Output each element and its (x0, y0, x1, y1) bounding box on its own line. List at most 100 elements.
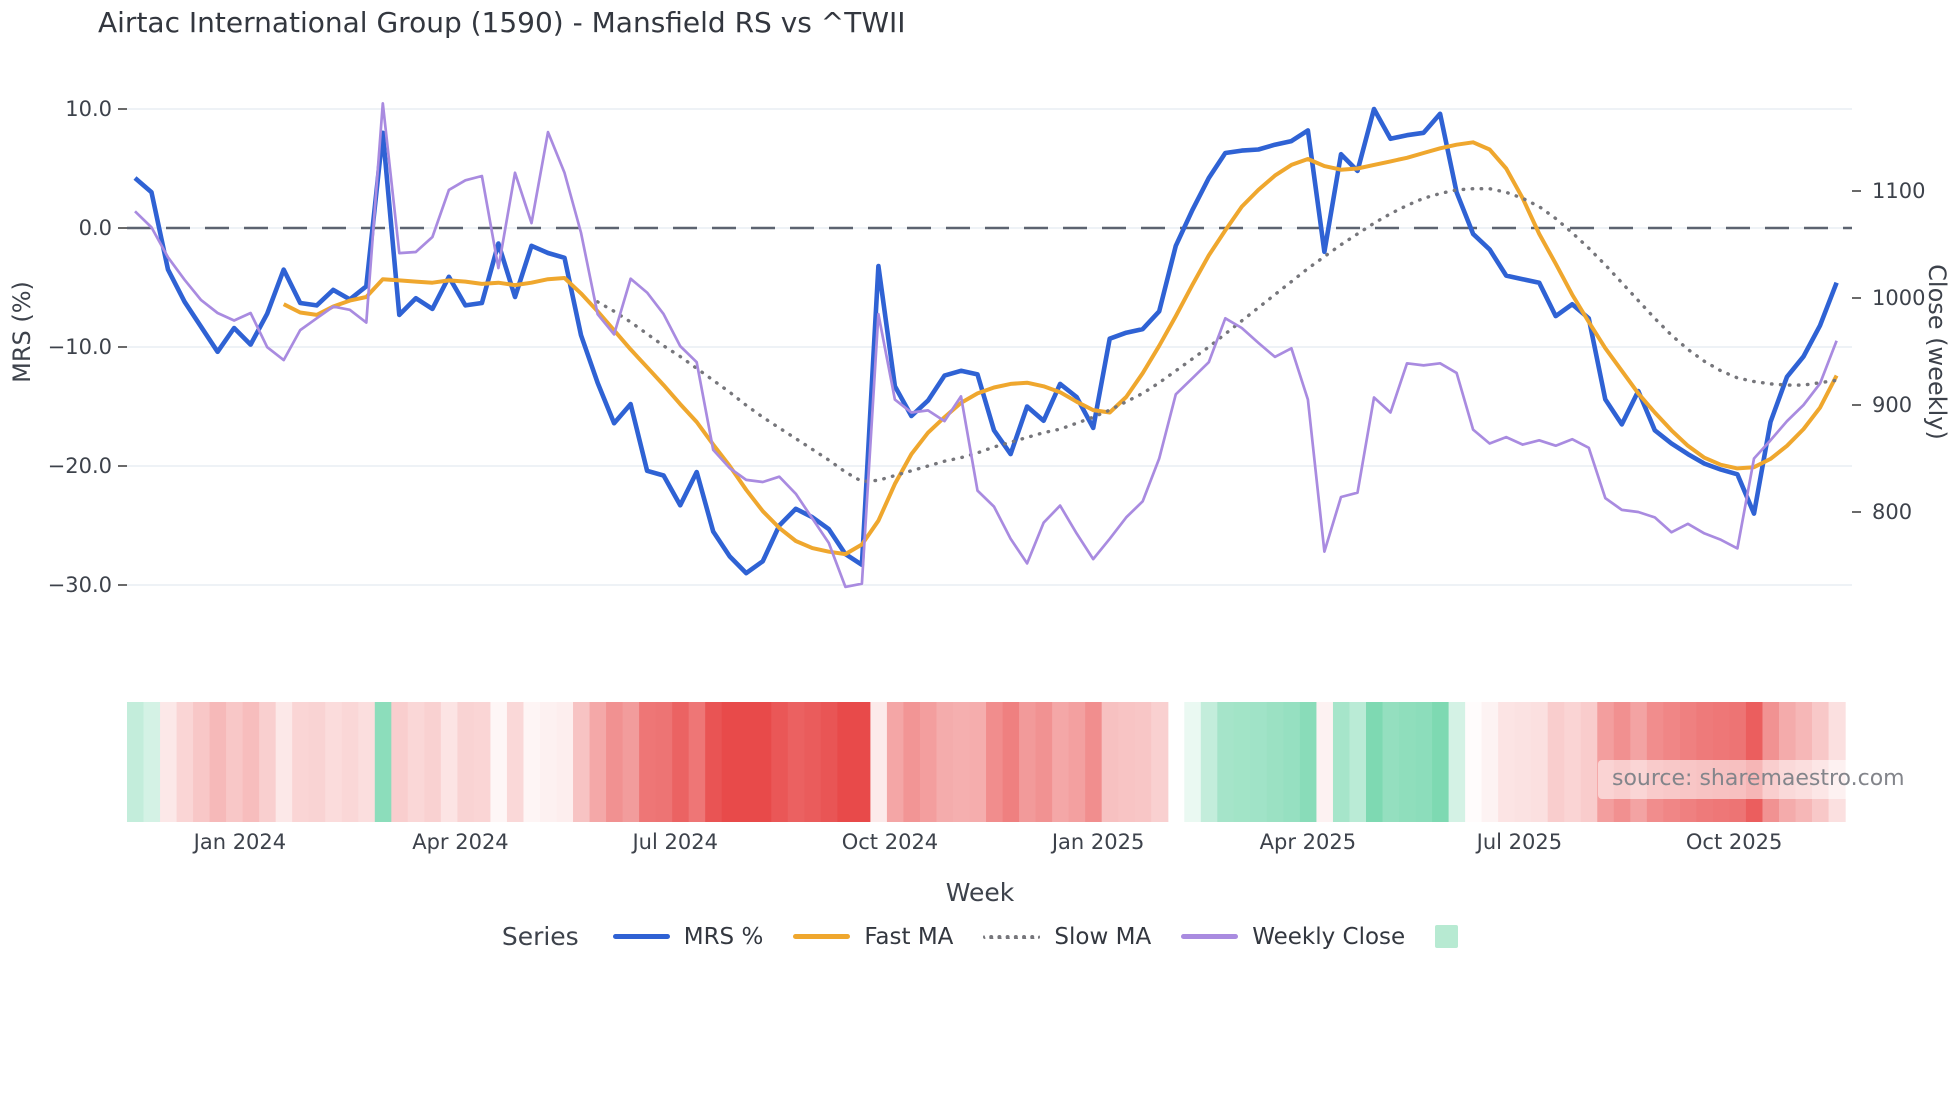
x-axis-label: Week (945, 878, 1015, 907)
heatmap-cell (672, 702, 690, 822)
heatmap-cell (903, 702, 921, 822)
heatmap-cell (886, 702, 905, 822)
series-mrs- (133, 106, 1839, 576)
series-fast-ma (282, 140, 1839, 557)
legend-swatch-line (612, 934, 670, 939)
heatmap-cell (424, 702, 442, 822)
tick-label: Apr 2024 (412, 830, 509, 854)
heatmap-cell (1415, 702, 1433, 822)
legend-item-label: Slow MA (1054, 923, 1152, 950)
heatmap-cell (226, 702, 244, 822)
legend: Series MRS % Fast MA Slow MA Weekly Close (0, 922, 1960, 951)
heatmap-cell (1399, 702, 1417, 822)
page-title: Airtac International Group (1590) - Mans… (98, 6, 906, 39)
heatmap-cell (1531, 702, 1549, 822)
legend-swatch-line (1181, 934, 1239, 939)
heatmap-cell (1316, 702, 1334, 822)
heatmap-cell (655, 702, 673, 822)
heatmap-cell (622, 702, 640, 822)
heatmap-cell (193, 702, 211, 822)
heatmap-cell (1366, 702, 1384, 822)
heatmap-cell (358, 702, 376, 822)
series-slow-ma (595, 186, 1839, 484)
heatmap-cell (919, 702, 938, 822)
tick-label: −30.0 (47, 573, 112, 597)
heatmap-cell (738, 702, 756, 822)
tick-label: Oct 2024 (841, 830, 939, 854)
legend-swatch-line (793, 934, 851, 939)
legend-item (1435, 925, 1459, 948)
heatmap-cell (1184, 702, 1202, 822)
heatmap-cell (573, 702, 591, 822)
heatmap-cell (275, 702, 293, 822)
legend-item-label: MRS % (683, 923, 764, 950)
heatmap-cell (1266, 702, 1284, 822)
heatmap-cell (473, 702, 492, 822)
legend-item: MRS % (612, 923, 764, 950)
heatmap-cell (540, 702, 558, 822)
legend-title: Series (501, 922, 579, 951)
heatmap-cell (1465, 702, 1483, 822)
legend-items: MRS % Fast MA Slow MA Weekly Close (612, 923, 1459, 950)
heatmap-cell (1002, 702, 1020, 822)
tick-label: 800 (1872, 500, 1913, 524)
legend-swatch-square (1435, 925, 1459, 948)
heatmap-cell (1068, 702, 1086, 822)
heatmap-cell (374, 702, 392, 822)
heatmap-cell (721, 702, 739, 822)
legend-item: Fast MA (793, 924, 953, 950)
heatmap-cell (1085, 702, 1103, 822)
y-axis-label-left: MRS (%) (8, 281, 36, 383)
heatmap-cell (1035, 702, 1053, 822)
tick-label: Apr 2025 (1259, 830, 1357, 854)
heatmap-cell (771, 702, 789, 822)
heatmap-cell (292, 702, 310, 822)
tick-label: Jul 2024 (632, 830, 718, 854)
heatmap-cell (1349, 702, 1367, 822)
heatmap-cell (1382, 702, 1400, 822)
heatmap-cell (1564, 702, 1582, 822)
heatmap-cell (176, 702, 194, 822)
heatmap-cell (754, 702, 772, 822)
heatmap-cell (1134, 702, 1152, 822)
heatmap-cell (969, 702, 987, 822)
heatmap-cell (953, 702, 971, 822)
heatmap-cell (1217, 702, 1235, 822)
heatmap-cell (308, 702, 326, 822)
tick-label: Jan 2024 (193, 830, 287, 854)
legend-item: Weekly Close (1181, 924, 1405, 950)
heatmap-cell (242, 702, 260, 822)
tick-label: 0.0 (78, 216, 112, 240)
tick-label: Oct 2025 (1685, 830, 1783, 854)
heatmap-cell (407, 702, 425, 822)
tick-label: −20.0 (47, 454, 112, 478)
heatmap-cell (606, 702, 624, 822)
heatmap-cell (1200, 702, 1218, 822)
heatmap-cell (1151, 702, 1169, 822)
tick-label: 900 (1872, 393, 1913, 417)
tick-label: Jan 2025 (1051, 830, 1145, 854)
heatmap-cell (1432, 702, 1450, 822)
heatmap-cell (639, 702, 657, 822)
heatmap-cell (259, 702, 277, 822)
tick-label: −10.0 (47, 335, 112, 359)
heatmap-cell (1332, 702, 1351, 822)
heatmap-cell (391, 702, 409, 822)
heatmap-cell (1498, 702, 1516, 822)
source-watermark: source: sharemaestro.com (1598, 760, 1919, 799)
tick-label: 10.0 (65, 97, 112, 121)
heatmap-cell (787, 702, 805, 822)
tick-label: 1000 (1872, 286, 1926, 310)
heatmap-cell (523, 702, 541, 822)
heatmap-cell (160, 702, 178, 822)
heatmap-cell (1233, 702, 1251, 822)
heatmap-cell (1052, 702, 1070, 822)
heatmap-cell (1481, 702, 1499, 822)
heatmap-cell (986, 702, 1004, 822)
heatmap-cell (705, 702, 723, 822)
heatmap-cell (1299, 702, 1318, 822)
legend-item-label: Fast MA (864, 923, 954, 950)
heatmap-cell (837, 702, 855, 822)
heatmap-cell (688, 702, 706, 822)
